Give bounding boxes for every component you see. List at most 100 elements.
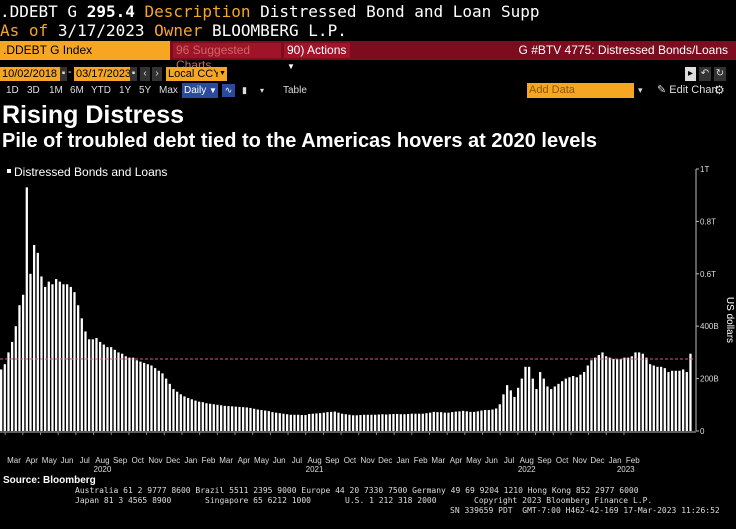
period-6m[interactable]: 6M — [70, 85, 84, 96]
bar — [293, 414, 296, 431]
calendar-icon[interactable]: ▪ — [60, 67, 67, 81]
bar — [682, 369, 685, 431]
bar — [201, 402, 204, 431]
bar — [421, 413, 424, 431]
x-tick-label: Feb — [414, 456, 428, 465]
bar — [495, 408, 498, 431]
bar — [355, 415, 358, 431]
settings-gear-icon[interactable]: ⚙ — [714, 83, 725, 97]
pencil-icon: ✎ — [657, 84, 667, 96]
bar — [616, 358, 619, 431]
bar — [51, 284, 54, 431]
bar — [315, 413, 318, 431]
bar — [216, 404, 219, 431]
x-tick-label: Nov — [148, 456, 162, 465]
page-title: G #BTV 4775: Distressed Bonds/Loans — [518, 43, 728, 57]
bar — [469, 411, 472, 431]
bar — [3, 364, 6, 431]
bar — [546, 386, 549, 431]
bar — [649, 364, 652, 431]
table-button[interactable]: Table — [283, 85, 307, 96]
x-tick-label: Jun — [485, 456, 498, 465]
footer-session-info: SN 339659 PDT GMT-7:00 H462-42-169 17-Ma… — [450, 506, 720, 515]
actions-label: 90) Actions — [287, 43, 347, 57]
edit-chart-button[interactable]: ✎ Edit Chart — [657, 83, 718, 98]
export-icon[interactable]: ▸ — [685, 67, 696, 81]
undo-icon[interactable]: ↶ — [699, 67, 711, 81]
chevron-down-icon: ▼ — [209, 86, 217, 95]
frequency-select[interactable]: Daily ▼ — [182, 83, 218, 98]
bar — [506, 385, 509, 431]
bar — [322, 412, 325, 431]
period-ytd[interactable]: YTD — [91, 85, 111, 96]
footer-contact-us: U.S. 1 212 318 2000 — [345, 496, 437, 505]
line-chart-icon[interactable]: ∿ — [222, 84, 235, 97]
bar — [388, 414, 391, 431]
bar — [348, 414, 351, 431]
bar — [36, 252, 39, 431]
start-date-field[interactable]: 10/02/2018 — [0, 67, 60, 81]
x-tick-label: May — [42, 456, 57, 465]
y-tick-label: 0.6T — [700, 270, 716, 279]
bar — [117, 352, 120, 431]
bar — [689, 353, 692, 431]
next-arrow-icon[interactable]: › — [152, 67, 162, 81]
calendar-icon[interactable]: ▪ — [130, 67, 137, 81]
chevron-down-icon[interactable]: ▼ — [218, 67, 227, 81]
bar — [176, 391, 179, 431]
bar — [77, 305, 80, 431]
chevron-down-icon[interactable]: ▾ — [260, 86, 265, 95]
bar — [634, 352, 637, 431]
bar — [627, 357, 630, 431]
bar — [429, 412, 432, 431]
period-1m[interactable]: 1M — [49, 85, 63, 96]
prev-arrow-icon[interactable]: ‹ — [140, 67, 150, 81]
y-axis-label: US dollars — [724, 297, 735, 343]
currency-select[interactable]: Local CCY — [166, 67, 226, 81]
bar — [187, 397, 190, 431]
add-data-input[interactable]: Add Data — [527, 83, 634, 98]
chevron-down-icon[interactable]: ▾ — [638, 85, 643, 95]
bar-chart-icon[interactable]: ▮ — [242, 85, 247, 95]
refresh-icon[interactable]: ↻ — [714, 67, 726, 81]
bar — [660, 366, 663, 431]
y-tick-label: 200B — [700, 375, 719, 384]
x-tick-label: Sep — [537, 456, 552, 465]
bar — [407, 413, 410, 431]
bar — [168, 383, 171, 431]
actions-menu[interactable]: 90) Actions ▼ — [284, 43, 350, 71]
bar — [539, 372, 542, 431]
suggested-charts-button[interactable]: 96 Suggested Charts — [173, 43, 281, 72]
bar — [513, 396, 516, 431]
bar — [249, 407, 252, 431]
period-1d[interactable]: 1D — [6, 85, 19, 96]
bar — [341, 413, 344, 431]
ticker-field[interactable]: .DDEBT G Index — [0, 41, 170, 60]
bar — [619, 358, 622, 431]
bar — [612, 358, 615, 431]
currency-value: Local CCY — [168, 68, 221, 80]
bar — [22, 294, 25, 431]
bar — [491, 409, 494, 431]
bar — [80, 318, 83, 431]
bar — [161, 373, 164, 431]
bar — [465, 411, 468, 431]
period-1y[interactable]: 1Y — [119, 85, 132, 96]
bar — [473, 411, 476, 431]
period-3d[interactable]: 3D — [27, 85, 40, 96]
period-max[interactable]: Max — [159, 85, 178, 96]
bar — [498, 404, 501, 431]
bar — [399, 414, 402, 431]
bar — [671, 370, 674, 431]
bar — [165, 378, 168, 431]
x-tick-label: Dec — [590, 456, 604, 465]
bar — [403, 414, 406, 431]
x-tick-label: Sep — [113, 456, 128, 465]
x-tick-label: Jul — [504, 456, 514, 465]
bar — [40, 276, 43, 431]
period-5y[interactable]: 5Y — [139, 85, 152, 96]
end-date-field[interactable]: 03/17/2023 — [74, 67, 132, 81]
legend-marker — [7, 169, 11, 173]
bar — [447, 412, 450, 431]
bar — [286, 414, 289, 431]
